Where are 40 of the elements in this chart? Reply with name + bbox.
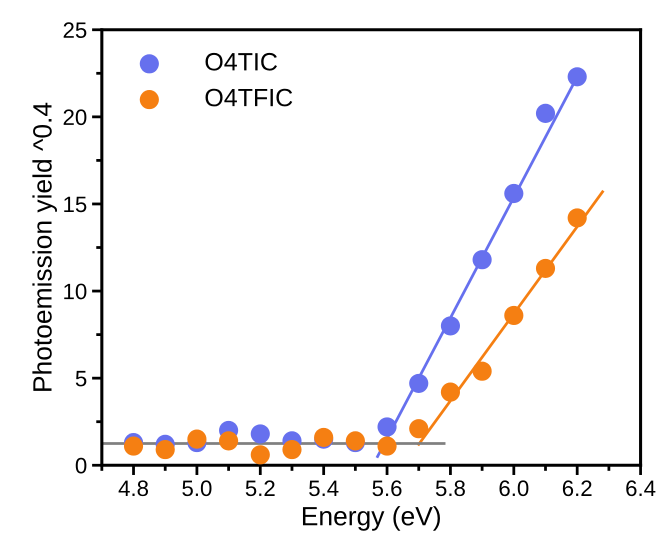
point bbox=[504, 184, 524, 204]
x-tick-label: 6.0 bbox=[499, 480, 528, 496]
x-tick-label: 5.2 bbox=[246, 480, 275, 496]
x-tick-label: 6.4 bbox=[626, 480, 656, 496]
point bbox=[440, 382, 460, 402]
point bbox=[377, 417, 397, 437]
x-tick-label: 6.2 bbox=[562, 480, 592, 496]
point bbox=[156, 440, 175, 460]
point bbox=[250, 424, 270, 444]
point bbox=[504, 306, 524, 326]
point bbox=[409, 419, 428, 438]
y-axis-title: Photoemission yield ^0.4 bbox=[32, 102, 57, 391]
legend-label: O4TFIC bbox=[206, 88, 292, 106]
point bbox=[409, 374, 428, 393]
x-tick-label: 5.6 bbox=[372, 480, 402, 496]
y-tick-label: 0 bbox=[76, 458, 86, 474]
point bbox=[219, 431, 238, 450]
point bbox=[568, 67, 587, 86]
point bbox=[187, 430, 206, 449]
point bbox=[536, 258, 556, 278]
y-tick-label: 15 bbox=[64, 196, 86, 212]
y-tick-label: 5 bbox=[76, 370, 86, 386]
point bbox=[440, 316, 460, 336]
point bbox=[472, 250, 492, 270]
x-axis-title: Energy (eV) bbox=[302, 506, 440, 531]
legend-label: O4TIC bbox=[206, 52, 278, 71]
point bbox=[377, 436, 397, 456]
x-tick-label: 5.4 bbox=[309, 480, 338, 496]
point bbox=[250, 445, 270, 464]
y-tick-label: 25 bbox=[64, 22, 86, 38]
x-tick-label: 5.0 bbox=[182, 480, 212, 496]
point bbox=[536, 104, 556, 123]
point bbox=[472, 362, 492, 381]
x-tick-label: 5.8 bbox=[436, 480, 465, 496]
point bbox=[124, 436, 144, 456]
point bbox=[282, 440, 302, 460]
x-tick-label: 4.8 bbox=[118, 480, 148, 496]
y-tick-label: 20 bbox=[64, 109, 86, 126]
y-tick-label: 10 bbox=[64, 284, 86, 300]
point bbox=[568, 208, 587, 228]
